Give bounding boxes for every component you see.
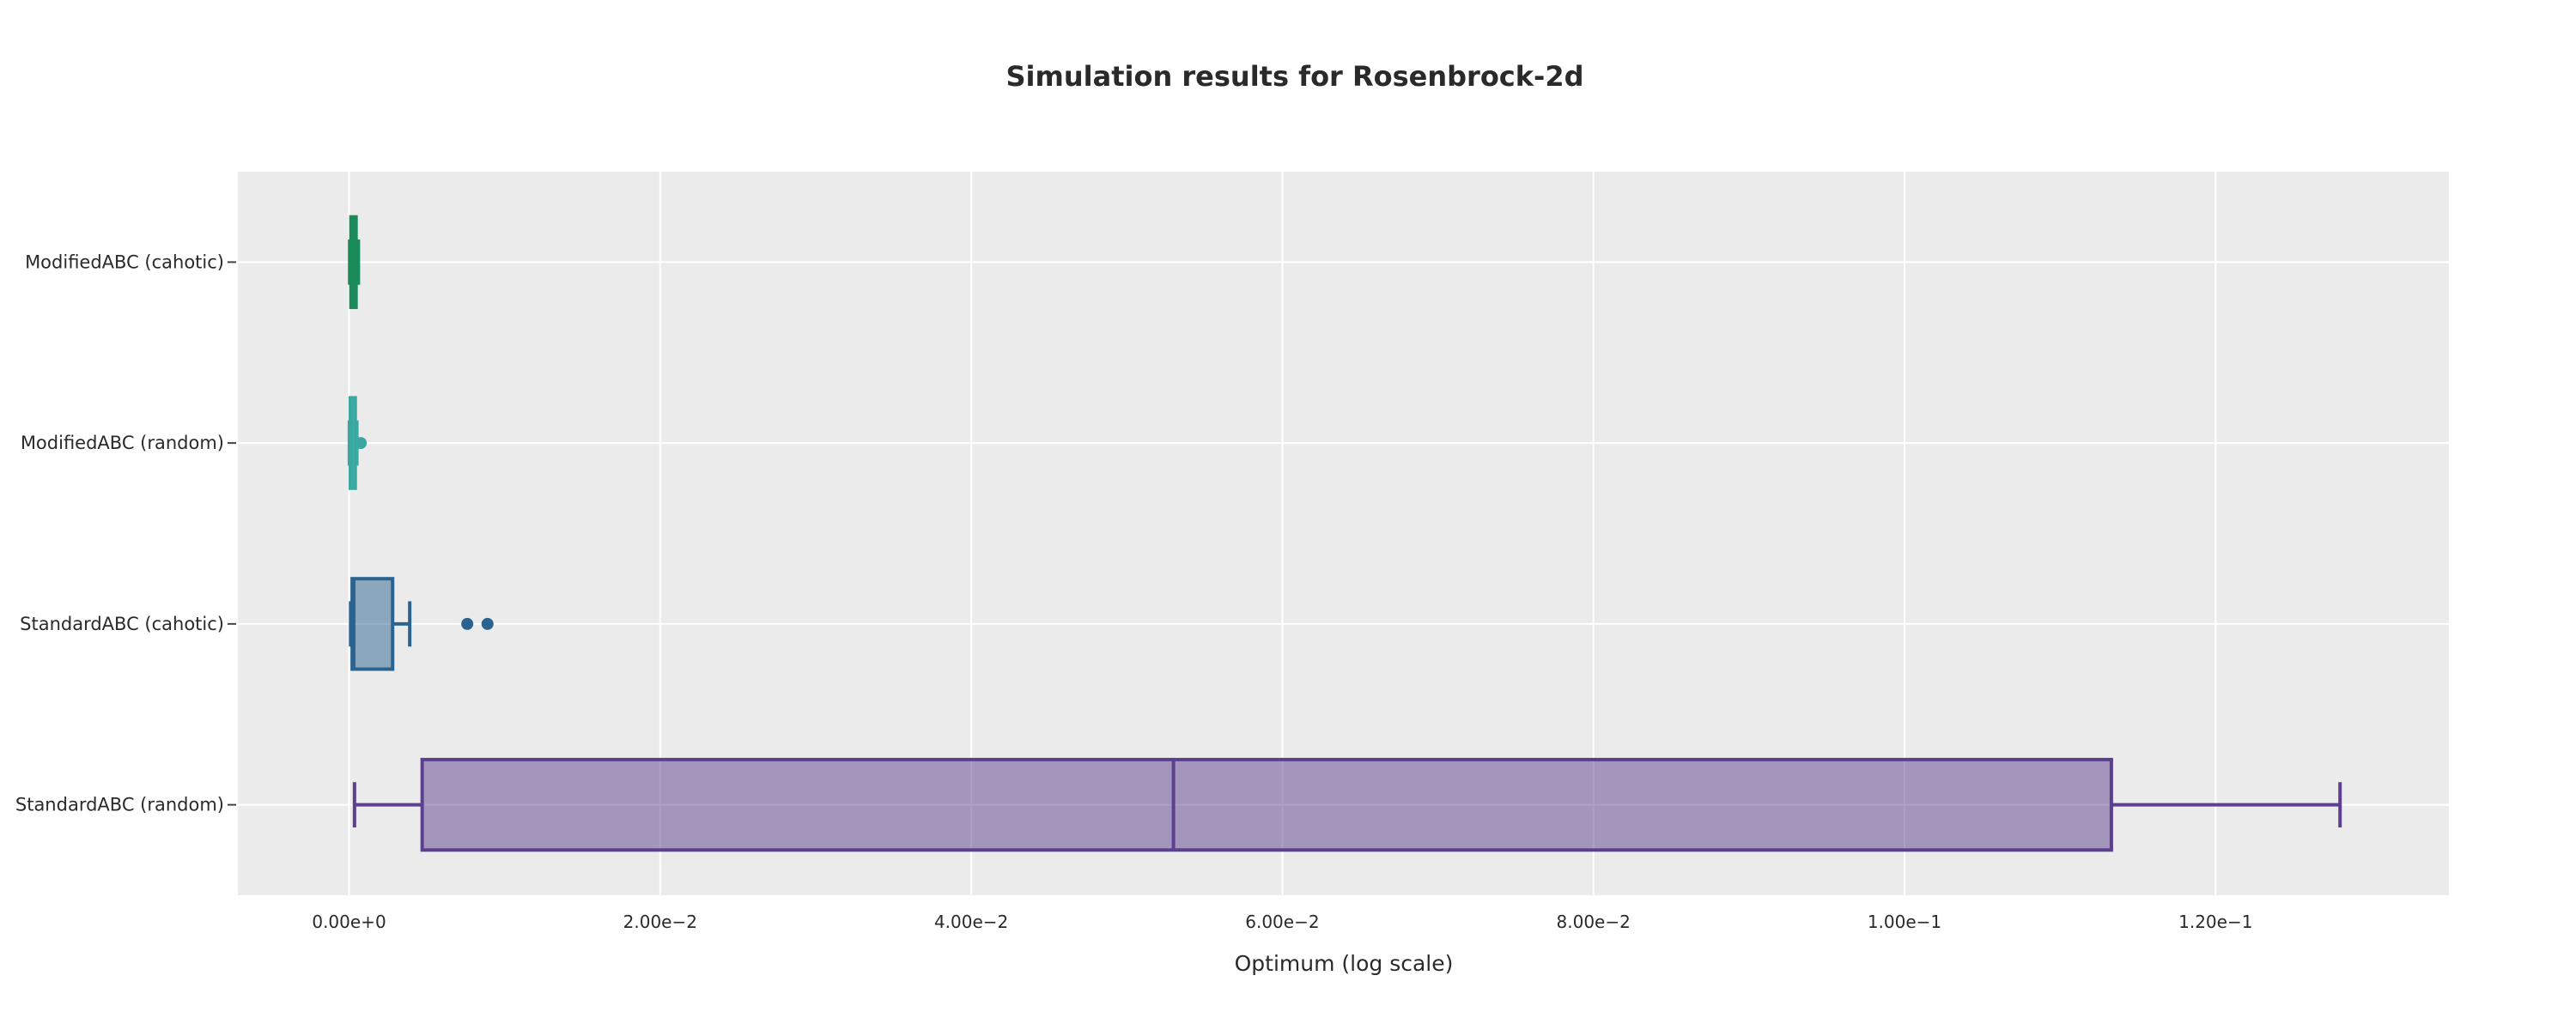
category-label: ModifiedABC (cahotic) — [25, 251, 224, 272]
x-tick-label: 4.00e−2 — [934, 912, 1008, 932]
outlier-point — [461, 617, 474, 630]
box-iqr — [420, 757, 2113, 852]
x-tick-label: 8.00e−2 — [1557, 912, 1631, 932]
chart-title: Simulation results for Rosenbrock-2d — [1006, 60, 1584, 93]
category-label: StandardABC (cahotic) — [20, 614, 224, 634]
outlier-point — [481, 617, 494, 630]
x-tick-label: 1.20e−1 — [2178, 912, 2252, 932]
x-tick-label: 0.00e+0 — [312, 912, 386, 932]
x-tick-label: 2.00e−2 — [623, 912, 697, 932]
category-label: StandardABC (random) — [15, 795, 224, 815]
outlier-point — [355, 437, 368, 450]
category-label: ModifiedABC (random) — [21, 433, 224, 453]
plot-area: 0.00e+0 2.00e−2 4.00e−2 6.00e−2 8.00e−2 1.00e… — [15, 172, 2449, 932]
x-tick-label: 6.00e−2 — [1245, 912, 1319, 932]
x-tick-label: 1.00e−1 — [1868, 912, 1941, 932]
x-axis-title: Optimum (log scale) — [1235, 951, 1454, 976]
box-iqr — [350, 577, 395, 671]
